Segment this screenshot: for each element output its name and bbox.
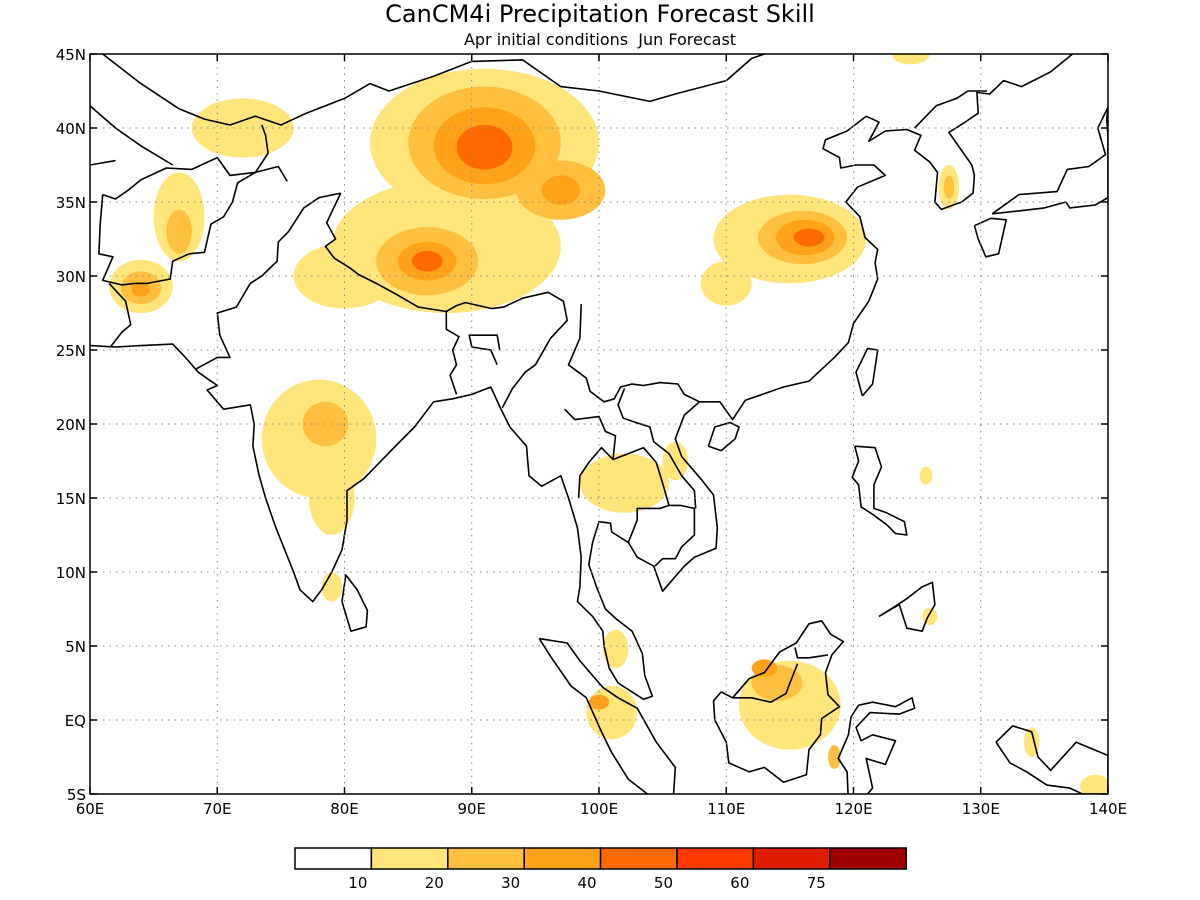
lat-tick-label: 5N xyxy=(65,638,86,656)
coastline xyxy=(712,620,845,783)
colorbar-swatch xyxy=(370,847,449,870)
lon-tick-label: 110E xyxy=(707,800,745,818)
skill-region xyxy=(922,607,938,626)
grid-lines xyxy=(90,54,1108,794)
coastline xyxy=(837,697,916,794)
skill-region xyxy=(943,175,955,200)
border-line xyxy=(102,156,288,200)
lat-tick-label: 40N xyxy=(56,120,86,138)
lon-tick-label: 140E xyxy=(1089,800,1127,818)
lat-tick-label: 35N xyxy=(56,194,86,212)
border-line xyxy=(567,304,700,403)
border-line xyxy=(617,388,697,509)
lat-tick-label: EQ xyxy=(65,712,86,730)
skill-region xyxy=(602,629,629,669)
skill-region xyxy=(588,694,610,710)
lon-tick-label: 120E xyxy=(834,800,872,818)
colorbar-tick-label: 20 xyxy=(425,874,444,892)
colorbar-swatch xyxy=(599,847,678,870)
border-line xyxy=(90,159,116,166)
lon-tick-label: 70E xyxy=(203,800,232,818)
skill-region xyxy=(456,125,513,170)
lat-tick-label: 20N xyxy=(56,416,86,434)
colorbar-swatch xyxy=(523,847,602,870)
colorbar-swatch xyxy=(676,847,755,870)
border-line xyxy=(577,446,614,499)
coastlines xyxy=(90,54,1108,794)
coastline xyxy=(90,54,1074,701)
lat-tick-label: 5S xyxy=(67,786,86,804)
skill-region xyxy=(828,745,841,769)
colorbar-swatch xyxy=(829,847,907,870)
colorbar-tick-label: 75 xyxy=(807,874,826,892)
border-line xyxy=(90,105,174,166)
border-line xyxy=(254,124,269,173)
coastline xyxy=(995,725,1108,794)
border-line xyxy=(794,647,829,659)
lon-tick-label: 90E xyxy=(457,800,486,818)
coastline xyxy=(855,347,879,397)
border-line xyxy=(445,311,460,395)
colorbar-swatch xyxy=(752,847,831,870)
lon-tick-label: 100E xyxy=(580,800,618,818)
skill-region xyxy=(793,228,825,247)
lat-tick-label: 15N xyxy=(56,490,86,508)
skill-region xyxy=(541,175,580,205)
coastline xyxy=(991,106,1108,215)
lat-tick-label: 45N xyxy=(56,46,86,64)
colorbar-swatch xyxy=(447,847,525,870)
lat-tick-label: 10N xyxy=(56,564,86,582)
skill-region xyxy=(700,261,752,306)
border-line xyxy=(627,504,670,543)
skill-region xyxy=(751,659,778,678)
border-line xyxy=(732,663,799,703)
coastline xyxy=(341,574,369,632)
colorbar-tick-label: 50 xyxy=(654,874,673,892)
colorbar-tick-label: 40 xyxy=(578,874,597,892)
skill-region xyxy=(411,250,443,272)
skill-region xyxy=(891,54,930,65)
border-line xyxy=(468,334,501,366)
colorbar-tick-label: 60 xyxy=(730,874,749,892)
skill-region xyxy=(579,453,669,513)
border-line xyxy=(324,192,568,409)
skill-shading xyxy=(109,54,1108,794)
border-line xyxy=(108,282,132,348)
lat-tick-label: 30N xyxy=(56,268,86,286)
coastline xyxy=(707,421,740,452)
border-line xyxy=(914,90,988,129)
skill-region xyxy=(321,572,342,602)
skill-region xyxy=(662,441,689,481)
skill-region xyxy=(166,209,192,254)
border-line xyxy=(98,171,256,286)
coastline xyxy=(973,217,1007,258)
border-line xyxy=(102,54,765,126)
coastline xyxy=(878,581,936,632)
border-line xyxy=(564,408,696,567)
skill-region xyxy=(131,281,150,297)
colorbar: 10 20 30 40 50 60 75 xyxy=(294,847,907,892)
border-line xyxy=(195,192,341,370)
lat-tick-label: 25N xyxy=(56,342,86,360)
coastline xyxy=(538,637,677,794)
skill-region xyxy=(919,466,933,485)
lon-tick-label: 130E xyxy=(962,800,1000,818)
skill-region xyxy=(1080,774,1108,794)
map-subtitle: Apr initial conditions Jun Forecast xyxy=(464,30,736,49)
lon-tick-label: 60E xyxy=(76,800,105,818)
colorbar-tick-label: 30 xyxy=(501,874,520,892)
coastline xyxy=(851,445,908,536)
colorbar-swatch xyxy=(294,847,373,870)
colorbar-tick-label: 10 xyxy=(348,874,367,892)
lon-tick-label: 80E xyxy=(330,800,359,818)
map-title: CanCM4i Precipitation Forecast Skill xyxy=(385,0,815,28)
